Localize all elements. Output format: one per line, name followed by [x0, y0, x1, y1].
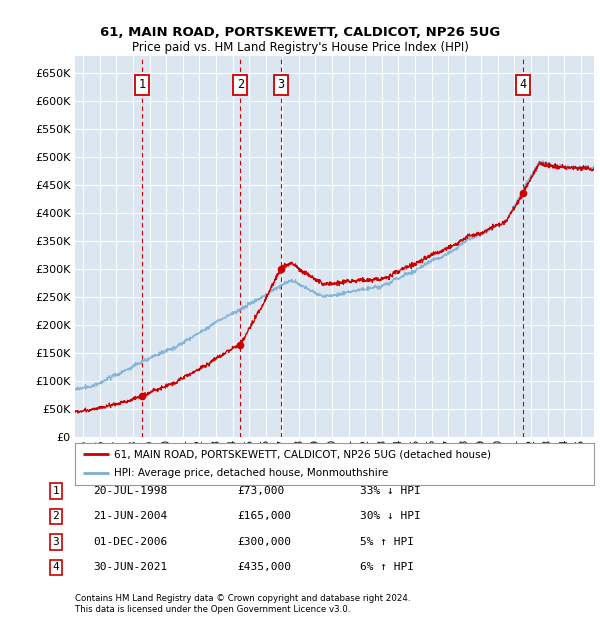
Text: £300,000: £300,000 [237, 537, 291, 547]
Text: 33% ↓ HPI: 33% ↓ HPI [360, 486, 421, 496]
Text: 4: 4 [52, 562, 59, 572]
Text: 21-JUN-2004: 21-JUN-2004 [93, 512, 167, 521]
Text: 30-JUN-2021: 30-JUN-2021 [93, 562, 167, 572]
Text: 2: 2 [237, 79, 244, 92]
Text: This data is licensed under the Open Government Licence v3.0.: This data is licensed under the Open Gov… [75, 604, 350, 614]
Text: Price paid vs. HM Land Registry's House Price Index (HPI): Price paid vs. HM Land Registry's House … [131, 41, 469, 54]
Text: 20-JUL-1998: 20-JUL-1998 [93, 486, 167, 496]
Text: 1: 1 [52, 486, 59, 496]
Text: £435,000: £435,000 [237, 562, 291, 572]
Text: 1: 1 [139, 79, 146, 92]
Text: 2: 2 [52, 512, 59, 521]
Text: 3: 3 [52, 537, 59, 547]
Text: 6% ↑ HPI: 6% ↑ HPI [360, 562, 414, 572]
Text: 30% ↓ HPI: 30% ↓ HPI [360, 512, 421, 521]
Text: 5% ↑ HPI: 5% ↑ HPI [360, 537, 414, 547]
Text: 3: 3 [277, 79, 284, 92]
Text: Contains HM Land Registry data © Crown copyright and database right 2024.: Contains HM Land Registry data © Crown c… [75, 593, 410, 603]
Text: £165,000: £165,000 [237, 512, 291, 521]
Text: 01-DEC-2006: 01-DEC-2006 [93, 537, 167, 547]
Text: 61, MAIN ROAD, PORTSKEWETT, CALDICOT, NP26 5UG (detached house): 61, MAIN ROAD, PORTSKEWETT, CALDICOT, NP… [114, 449, 491, 459]
Text: £73,000: £73,000 [237, 486, 284, 496]
Text: 4: 4 [519, 79, 526, 92]
Text: HPI: Average price, detached house, Monmouthshire: HPI: Average price, detached house, Monm… [114, 469, 388, 479]
Text: 61, MAIN ROAD, PORTSKEWETT, CALDICOT, NP26 5UG: 61, MAIN ROAD, PORTSKEWETT, CALDICOT, NP… [100, 26, 500, 39]
